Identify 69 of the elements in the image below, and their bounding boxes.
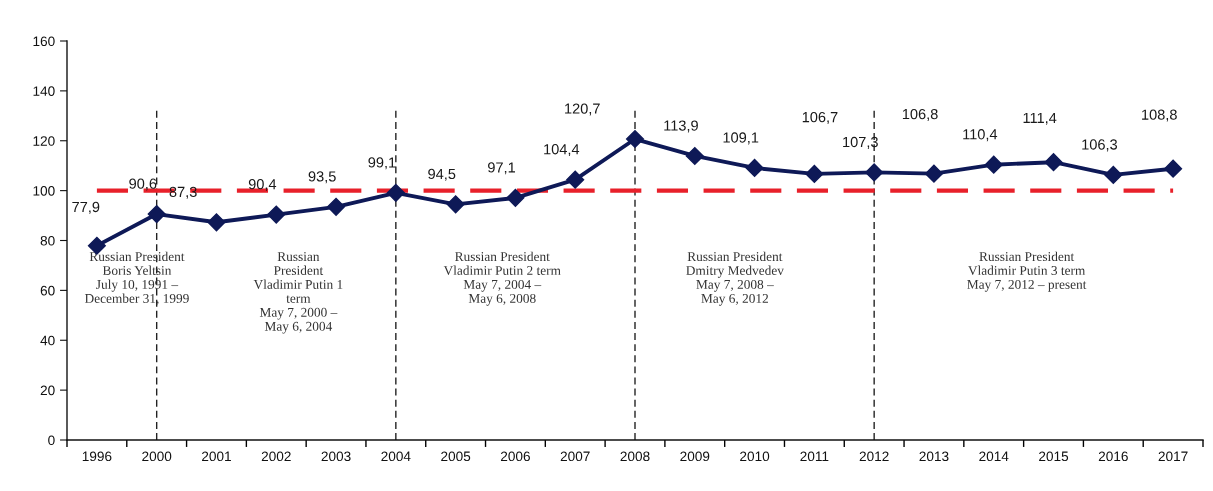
data-label: 90,6 [129,178,157,191]
point [745,158,764,177]
y-tick-label: 160 [33,36,55,47]
point [566,170,585,189]
x-tick-label: 1996 [82,451,112,462]
x-tick-label: 2015 [1039,451,1069,462]
annotation: Russian President Vladimir Putin 1 term May 7, 2000 – May 6, 2004 [253,252,343,334]
point [207,213,226,232]
data-label: 106,7 [802,111,838,124]
x-tick-label: 2005 [441,451,471,462]
point [147,205,166,224]
point [685,146,704,166]
y-tick-label: 20 [40,385,55,396]
data-label: 111,4 [1023,112,1057,125]
data-label: 110,4 [963,129,998,142]
point [267,205,286,224]
data-label: 108,8 [1142,109,1177,122]
x-tick-label: 2013 [919,451,949,462]
x-tick-label: 2000 [142,451,172,462]
data-label: 106,8 [902,108,938,121]
point [327,197,346,216]
data-label: 106,3 [1082,139,1118,152]
x-tick-label: 2017 [1158,451,1188,462]
annotation: Russian President Dmitry Medvedev May 7, 2008 – May 6, 2012 [686,251,784,306]
x-tick-label: 2004 [381,451,411,462]
x-tick-label: 2001 [202,451,231,462]
point [1164,159,1183,178]
data-label: 93,5 [308,171,336,184]
x-tick-label: 2014 [979,451,1009,462]
x-tick-label: 2003 [321,451,351,462]
data-label: 94,5 [428,168,456,181]
x-tick-label: 2016 [1098,451,1128,462]
x-tick-label: 2006 [500,451,530,462]
y-tick-label: 40 [40,335,55,346]
point [446,195,465,214]
data-label: 104,4 [544,144,580,157]
y-tick-label: 120 [33,136,55,146]
point [984,155,1003,174]
data-label: 109,1 [723,132,759,145]
annotation: Russian President Vladimir Putin 3 term May 7, 2012 – present [967,251,1087,292]
data-label: 77,9 [72,201,100,214]
y-tick-label: 0 [48,435,55,446]
point [1104,165,1123,184]
y-tick-label: 80 [40,235,55,246]
point [924,164,943,183]
x-tick-label: 2002 [261,451,291,462]
point [506,188,525,207]
data-label: 120,7 [565,103,600,116]
data-label: 99,1 [368,157,396,170]
x-tick-label: 2010 [740,451,770,462]
data-label: 107,3 [843,136,878,149]
x-tick-label: 2008 [620,451,650,462]
point [1044,153,1063,172]
point [386,183,405,202]
annotation: Russian President Vladimir Putin 2 term May 7, 2004 – May 6, 2008 [443,251,561,306]
data-label: 97,1 [488,162,516,175]
x-tick-label: 2012 [859,451,889,462]
data-label: 90,4 [248,178,277,192]
point [865,163,884,182]
x-tick-label: 2011 [800,451,829,462]
point [805,164,824,183]
y-tick-label: 60 [40,285,55,296]
point [625,129,645,149]
data-label: 113,9 [664,120,698,133]
y-tick-label: 140 [33,86,55,96]
x-tick-label: 2007 [560,451,590,462]
y-tick-label: 100 [33,186,55,196]
x-tick-label: 2009 [680,451,710,462]
data-label: 87,3 [169,186,197,199]
